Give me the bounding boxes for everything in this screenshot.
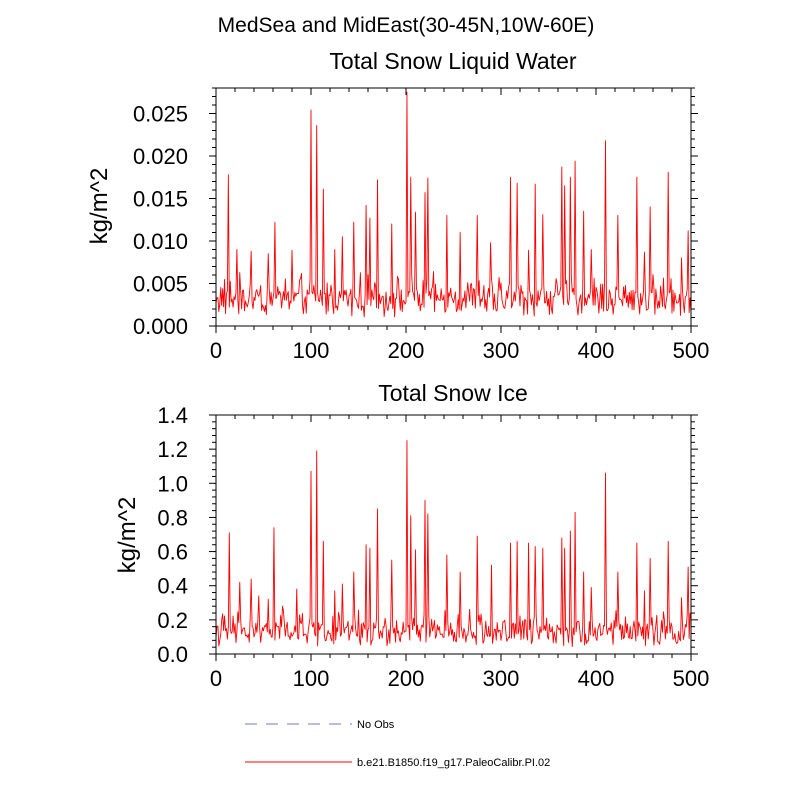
y-tick-label: 0.025 (133, 102, 188, 127)
y-tick-label: 0.010 (133, 229, 188, 254)
x-tick-label: 0 (210, 666, 222, 691)
y-tick-label: 0.020 (133, 144, 188, 169)
y-tick-label: 0.000 (133, 314, 188, 339)
x-tick-label: 0 (210, 338, 222, 363)
y-tick-label: 1.4 (157, 403, 188, 428)
legend-label-no-obs: No Obs (357, 719, 395, 731)
x-tick-label: 500 (673, 338, 710, 363)
y-tick-label: 0.2 (157, 608, 188, 633)
y-tick-label: 0.0 (157, 642, 188, 667)
legend-label-model: b.e21.B1850.f19_g17.PaleoCalibr.PI.02 (357, 757, 550, 769)
x-tick-label: 300 (483, 338, 520, 363)
y-tick-label: 1.2 (157, 437, 188, 462)
y-tick-label: 0.6 (157, 540, 188, 565)
x-tick-label: 100 (293, 338, 330, 363)
series-lines (215, 91, 692, 318)
y-axis-label: kg/m^2 (114, 497, 141, 574)
x-tick-label: 200 (388, 666, 425, 691)
legend: No Obs b.e21.B1850.f19_g17.PaleoCalibr.P… (245, 719, 550, 769)
plot-frame (215, 414, 692, 655)
axis-ticks: 0 100 200 300 400 500 0.000 0.005 0.010 0.015 0.02… (133, 87, 710, 363)
panel-title: Total Snow Liquid Water (329, 48, 577, 74)
series-line (215, 91, 692, 318)
axis-ticks: 0 100 200 300 400 500 0.0 0.2 0.4 0.6 0.8 1.0 1.2 1.4 (157, 403, 709, 691)
figure-suptitle: MedSea and MidEast(30-45N,10W-60E) (218, 14, 595, 37)
x-tick-label: 200 (388, 338, 425, 363)
x-tick-label: 100 (293, 666, 330, 691)
plot-frame (215, 87, 692, 327)
y-tick-label: 1.0 (157, 471, 188, 496)
y-axis-label: kg/m^2 (86, 168, 113, 245)
series-line (215, 440, 692, 647)
y-tick-label: 0.005 (133, 272, 188, 297)
x-tick-label: 400 (578, 338, 615, 363)
y-tick-label: 0.8 (157, 505, 188, 530)
x-tick-label: 300 (483, 666, 520, 691)
y-tick-label: 0.4 (157, 574, 188, 599)
panel-title: Total Snow Ice (378, 380, 528, 406)
panel-snow-ice: Total Snow Ice kg/m^2 0 100 200 300 400 500 0.… (114, 380, 709, 691)
series-lines (215, 440, 692, 647)
y-tick-label: 0.015 (133, 187, 188, 212)
panel-snow-liquid-water: Total Snow Liquid Water kg/m^2 0 100 200 30… (86, 48, 709, 363)
x-tick-label: 400 (578, 666, 615, 691)
x-tick-label: 500 (673, 666, 710, 691)
